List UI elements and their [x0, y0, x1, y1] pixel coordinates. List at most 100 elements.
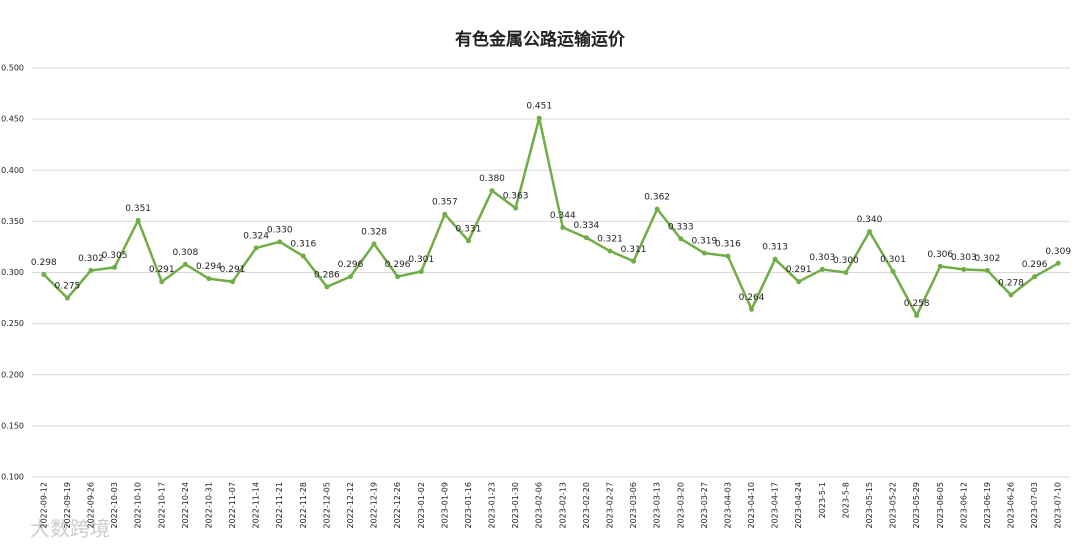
- data-label: 0.311: [621, 245, 647, 255]
- x-tick-label: 2023-06-05: [936, 482, 945, 529]
- point: [560, 225, 566, 231]
- data-label: 0.294: [196, 262, 222, 272]
- x-tick-label: 2022-11-07: [228, 482, 237, 529]
- x-tick-label: 2023-04-24: [794, 482, 803, 529]
- point: [678, 236, 684, 242]
- point: [937, 263, 943, 269]
- x-tick-label: 2022-12-05: [322, 482, 331, 529]
- point: [607, 248, 613, 254]
- x-tick-label: 2023-02-06: [535, 482, 544, 529]
- data-label: 0.316: [290, 240, 316, 250]
- point: [914, 312, 920, 318]
- x-tick-label: 2023-02-20: [582, 482, 591, 529]
- y-tick-label: 0.500: [1, 64, 24, 73]
- data-label: 0.319: [691, 237, 717, 247]
- x-tick-label: 2023-03-27: [700, 482, 709, 529]
- x-tick-label: 2022-10-31: [204, 482, 213, 529]
- point: [749, 306, 755, 312]
- data-label: 0.334: [574, 221, 600, 231]
- x-tick-label: 2022-12-26: [393, 482, 402, 529]
- x-tick-label: 2023-03-20: [676, 482, 685, 529]
- x-tick-label: 2023-06-19: [983, 482, 992, 529]
- x-tick-label: 2022-11-21: [275, 482, 284, 529]
- point: [701, 250, 707, 256]
- data-label: 0.305: [102, 251, 128, 261]
- x-tick-label: 2023-01-09: [440, 482, 449, 529]
- x-tick-label: 2022-10-24: [181, 482, 190, 529]
- data-label: 0.291: [786, 265, 812, 275]
- y-tick-label: 0.350: [1, 217, 24, 226]
- data-label: 0.321: [597, 235, 623, 245]
- x-tick-label: 2023-03-13: [653, 482, 662, 529]
- x-tick-label: 2023-01-16: [464, 482, 473, 529]
- y-tick-label: 0.100: [1, 473, 24, 482]
- data-label: 0.351: [125, 204, 151, 214]
- point: [112, 264, 118, 270]
- x-tick-label: 2022-12-12: [346, 482, 355, 529]
- data-label: 0.309: [1045, 247, 1071, 257]
- data-label: 0.286: [314, 270, 340, 280]
- x-tick-label: 2023-5-1: [818, 482, 827, 518]
- point: [1032, 274, 1038, 280]
- point: [536, 115, 542, 121]
- point: [135, 217, 141, 223]
- x-tick-label: 2023-06-12: [959, 482, 968, 529]
- x-tick-label: 2022-12-19: [370, 482, 379, 529]
- data-label: 0.301: [408, 255, 434, 265]
- data-label: 0.291: [220, 265, 246, 275]
- data-label: 0.313: [762, 243, 788, 253]
- data-label: 0.362: [644, 193, 670, 203]
- point: [513, 205, 519, 211]
- y-tick-label: 0.150: [1, 421, 24, 430]
- data-label: 0.316: [715, 240, 741, 250]
- point: [489, 188, 495, 194]
- x-tick-label: 2022-09-19: [63, 482, 72, 529]
- x-tick-label: 2022-11-14: [252, 482, 261, 529]
- data-label: 0.306: [927, 250, 953, 260]
- point: [253, 245, 259, 251]
- point: [796, 279, 802, 285]
- x-tick-label: 2023-07-03: [1030, 482, 1039, 529]
- data-label: 0.357: [432, 198, 458, 208]
- data-label: 0.300: [833, 256, 859, 266]
- data-label: 0.363: [503, 192, 529, 202]
- point: [347, 274, 353, 280]
- x-tick-label: 2023-03-06: [629, 482, 638, 529]
- point: [961, 266, 967, 272]
- x-tick-label: 2023-04-17: [771, 482, 780, 529]
- data-label: 0.451: [526, 102, 552, 112]
- point: [654, 206, 660, 212]
- x-tick-label: 2023-5-8: [841, 482, 850, 518]
- data-label: 0.380: [479, 174, 505, 184]
- y-tick-label: 0.250: [1, 319, 24, 328]
- data-label: 0.302: [975, 254, 1001, 264]
- x-tick-label: 2022-10-10: [134, 482, 143, 529]
- point: [64, 295, 70, 301]
- x-tick-label: 2022-09-26: [86, 482, 95, 529]
- point: [583, 235, 589, 241]
- y-tick-label: 0.200: [1, 370, 24, 379]
- x-tick-label: 2022-11-28: [299, 482, 308, 529]
- data-label: 0.340: [857, 215, 883, 225]
- data-label: 0.330: [267, 225, 293, 235]
- point: [843, 270, 849, 275]
- data-label: 0.296: [1022, 260, 1048, 270]
- point: [890, 268, 896, 274]
- x-tick-label: 2023-01-30: [511, 482, 520, 529]
- point: [772, 256, 778, 262]
- point: [442, 211, 448, 217]
- data-label: 0.291: [149, 265, 175, 275]
- x-tick-label: 2023-05-15: [865, 482, 874, 529]
- x-tick-label: 2023-04-10: [747, 482, 756, 529]
- data-label: 0.344: [550, 211, 576, 221]
- point: [1055, 260, 1061, 266]
- point: [866, 229, 872, 235]
- y-tick-label: 0.300: [1, 268, 24, 277]
- point: [465, 238, 471, 244]
- data-label: 0.302: [78, 254, 104, 264]
- point: [300, 253, 306, 259]
- data-label: 0.264: [739, 293, 765, 303]
- point: [182, 261, 188, 267]
